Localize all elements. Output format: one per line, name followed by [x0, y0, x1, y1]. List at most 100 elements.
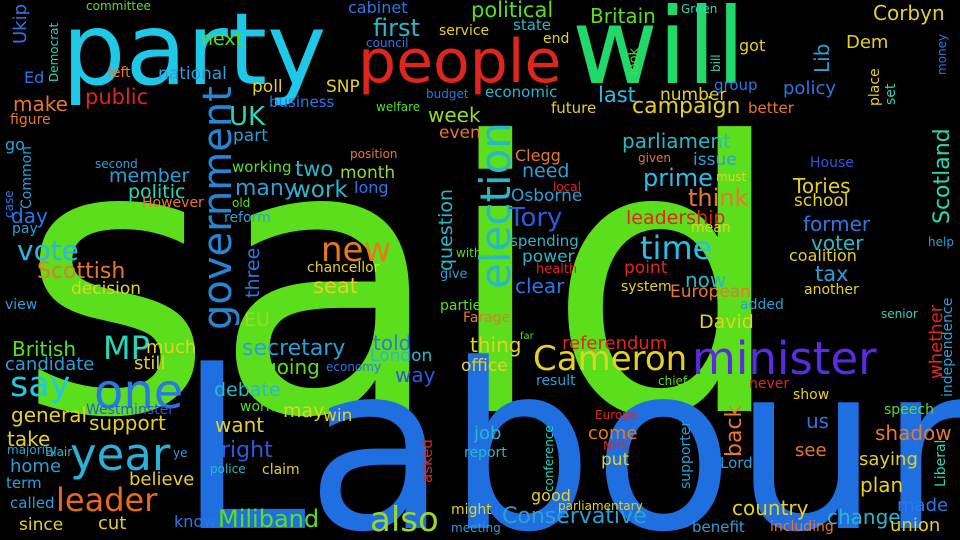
- word-70: parliament: [622, 129, 731, 153]
- word-156: speech: [884, 402, 934, 418]
- word-13: MP: [103, 329, 150, 367]
- word-110: health: [536, 262, 578, 277]
- word-59: set: [883, 83, 899, 105]
- word-143: way: [395, 363, 436, 387]
- word-46: bill: [709, 54, 723, 72]
- word-131: British: [12, 337, 76, 361]
- word-158: want: [215, 413, 265, 437]
- word-5: minister: [692, 332, 877, 385]
- word-105: help: [928, 235, 954, 249]
- word-74: position: [350, 147, 398, 161]
- word-40: council: [366, 36, 409, 50]
- word-196: benefit: [692, 518, 745, 536]
- word-69: better: [748, 99, 794, 117]
- word-1: Labour: [178, 316, 960, 540]
- word-169: see: [795, 440, 827, 461]
- word-53: budget: [426, 87, 469, 101]
- word-147: never: [749, 376, 790, 392]
- word-97: question: [435, 188, 457, 271]
- word-17: Miliband: [218, 505, 320, 533]
- word-135: far: [520, 331, 534, 342]
- word-104: voter: [811, 231, 864, 255]
- word-43: Lib: [810, 43, 834, 73]
- word-198: union: [890, 515, 941, 536]
- word-142: economy: [326, 360, 382, 374]
- word-103: spending: [510, 232, 579, 250]
- word-92: Tories: [793, 174, 851, 198]
- word-191: might: [451, 502, 492, 518]
- word-61: figure: [10, 112, 51, 128]
- word-174: claim: [262, 462, 300, 478]
- word-115: now: [685, 268, 727, 292]
- word-76: second: [95, 157, 138, 171]
- word-197: including: [770, 519, 834, 535]
- word-78: working: [232, 158, 292, 176]
- word-188: called: [10, 494, 55, 512]
- word-176: asked: [418, 439, 436, 483]
- word-48: public: [85, 85, 149, 109]
- word-140: still: [134, 353, 166, 374]
- word-18: time: [640, 229, 713, 267]
- word-165: right: [221, 438, 273, 463]
- word-0: said: [18, 64, 786, 500]
- word-83: prime: [643, 164, 713, 192]
- word-175: report: [464, 445, 507, 461]
- word-19: Tory: [509, 203, 563, 233]
- word-96: reform: [224, 210, 271, 226]
- word-144: office: [461, 356, 508, 376]
- word-90: Osborne: [511, 186, 583, 206]
- word-117: seat: [313, 274, 358, 298]
- word-95: old: [232, 196, 251, 210]
- word-60: place: [867, 68, 883, 106]
- word-183: plan: [860, 473, 904, 497]
- word-77: member: [109, 165, 190, 187]
- word-50: SNP: [326, 77, 360, 97]
- word-88: work: [292, 177, 348, 203]
- word-75: Clegg: [515, 146, 561, 165]
- word-195: meeting: [451, 521, 501, 535]
- word-121: another: [804, 282, 859, 298]
- word-44: Dem: [846, 32, 889, 53]
- word-6: Cameron: [533, 339, 688, 379]
- word-137: thing: [470, 333, 522, 357]
- word-2: party: [62, 0, 327, 108]
- word-157: support: [89, 411, 166, 435]
- word-91: think: [688, 184, 749, 212]
- word-80: month: [340, 163, 396, 183]
- word-9: leader: [56, 481, 158, 519]
- word-54: economic: [485, 83, 558, 101]
- word-89: long: [354, 178, 389, 197]
- word-39: state: [513, 16, 551, 34]
- word-58: policy: [783, 78, 836, 99]
- word-179: supporter: [678, 420, 694, 489]
- word-33: money: [935, 33, 949, 75]
- word-63: Common: [19, 145, 35, 209]
- word-106: three: [242, 247, 264, 298]
- word-62: go: [5, 135, 25, 154]
- word-122: view: [5, 297, 38, 313]
- word-100: day: [11, 204, 48, 228]
- word-112: chancellor: [307, 260, 380, 276]
- word-35: left: [108, 65, 131, 81]
- word-118: clear: [515, 274, 565, 298]
- word-127: David: [699, 311, 754, 333]
- word-194: know: [174, 512, 217, 531]
- word-192: since: [19, 515, 64, 535]
- word-102: mean: [691, 220, 731, 236]
- word-133: secretary: [242, 336, 346, 361]
- word-155: us: [806, 409, 830, 433]
- word-84: House: [810, 155, 854, 171]
- word-73: must: [716, 170, 747, 184]
- word-113: give: [440, 267, 468, 282]
- word-185: good: [531, 486, 571, 505]
- word-34: Ed: [24, 68, 45, 87]
- word-184: Liberal: [933, 439, 949, 487]
- word-21: campaign: [632, 94, 741, 119]
- word-86: politic: [128, 181, 186, 203]
- word-27: Corbyn: [873, 1, 945, 25]
- word-71: issue: [693, 150, 737, 170]
- word-119: system: [621, 279, 672, 295]
- word-163: Blair: [45, 445, 73, 459]
- word-7: one: [94, 364, 184, 420]
